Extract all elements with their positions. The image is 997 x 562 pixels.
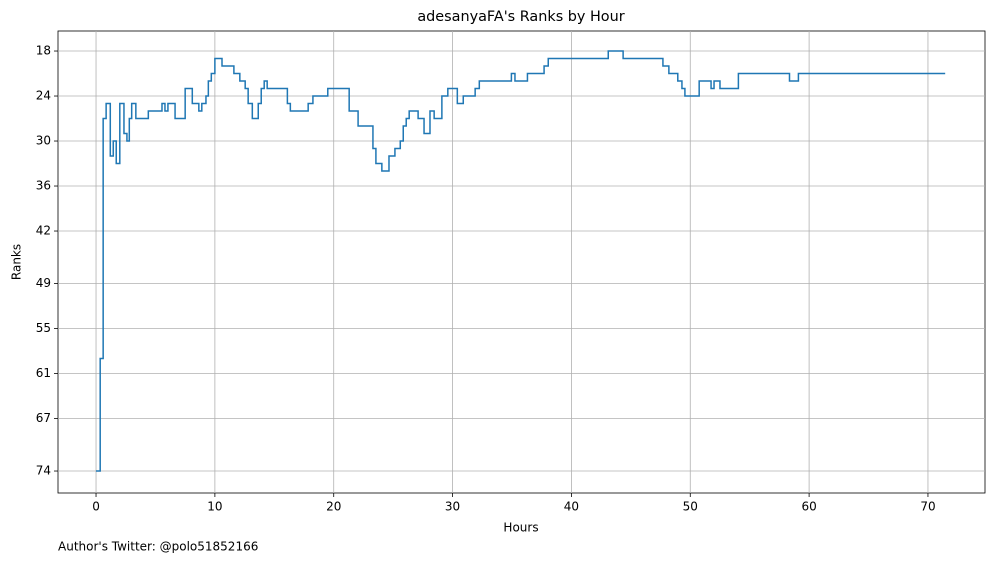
x-axis-label: Hours — [503, 521, 538, 535]
y-tick-label: 42 — [36, 224, 51, 238]
x-tick-label: 40 — [564, 500, 579, 514]
y-axis-label: Ranks — [10, 244, 24, 280]
y-tick-label: 30 — [36, 134, 51, 148]
y-tick-label: 24 — [36, 89, 51, 103]
footer: Author's Twitter: @polo51852166 — [58, 540, 258, 554]
chart-title: adesanyaFA's Ranks by Hour — [417, 9, 624, 25]
x-tick-label: 50 — [683, 500, 698, 514]
y-tick-label: 61 — [36, 366, 51, 380]
x-tick-label: 0 — [92, 500, 100, 514]
x-tick-label: 30 — [445, 500, 460, 514]
plot-frame — [57, 30, 986, 494]
rank-line — [96, 50, 946, 472]
y-tick-label: 55 — [36, 321, 51, 335]
x-tick-label: 20 — [326, 500, 341, 514]
y-tick-label: 36 — [36, 179, 51, 193]
y-tick-label: 49 — [36, 276, 51, 290]
y-tick-label: 67 — [36, 411, 51, 425]
x-tick-label: 10 — [207, 500, 222, 514]
x-tick-label: 60 — [801, 500, 816, 514]
y-tick-label: 18 — [36, 44, 51, 58]
x-tick-label: 70 — [920, 500, 935, 514]
y-tick-label: 74 — [36, 464, 51, 478]
